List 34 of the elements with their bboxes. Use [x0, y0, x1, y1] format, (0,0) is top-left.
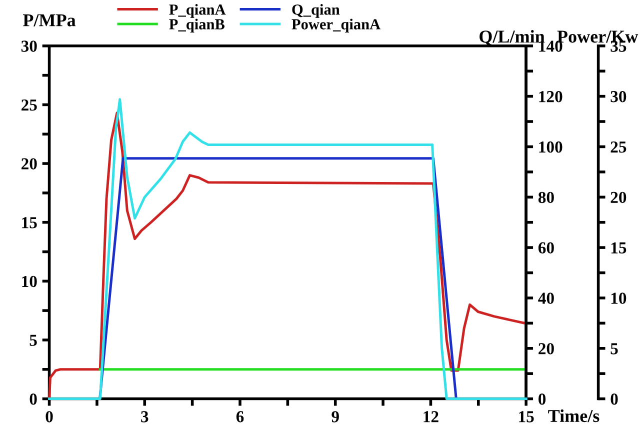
y-tick-label: 25: [22, 99, 37, 111]
x-tick-label: 15: [519, 411, 534, 422]
y3-tick-label: 20: [610, 192, 626, 204]
legend-label: P_qianA: [169, 4, 226, 18]
y2-tick-label: 60: [538, 242, 554, 254]
y3-tick-label: 30: [610, 91, 626, 102]
y-tick-label: 5: [30, 334, 37, 346]
y3-tick-label: 0: [610, 393, 618, 405]
y3-tick-label: 5: [610, 343, 618, 354]
x-tick-label: 12: [424, 411, 438, 422]
y-tick-label: 15: [22, 217, 37, 228]
y2-tick-label: 40: [538, 292, 554, 304]
y2-tick-label: 20: [538, 343, 554, 354]
x-tick-label: 3: [141, 411, 148, 422]
y-tick-label: 0: [30, 393, 37, 405]
y-tick-label: 30: [21, 40, 37, 52]
x-tick-label: 9: [332, 411, 339, 422]
y2-tick-label: 0: [538, 393, 546, 405]
y-tick-label: 20: [22, 158, 37, 170]
y3-tick-label: 10: [611, 292, 626, 304]
y3-tick-label: 15: [611, 242, 626, 254]
y3-axis-title: Power/Kw: [557, 30, 638, 43]
legend-label: P_qianB: [169, 18, 225, 33]
legend-label: Power_qianA: [292, 18, 380, 33]
x-tick-label: 6: [236, 411, 244, 422]
legend-label: Q_qian: [292, 4, 340, 18]
y-tick-label: 10: [22, 276, 37, 288]
y2-tick-label: 80: [538, 192, 554, 204]
y2-tick-label: 100: [539, 141, 562, 153]
y3-tick-label: 25: [610, 141, 626, 153]
y2-tick-label: 120: [539, 91, 562, 102]
x-tick-label: 0: [46, 411, 53, 422]
x-axis-title: Time/s: [548, 409, 600, 422]
y-axis-title: P/MPa: [23, 14, 76, 26]
